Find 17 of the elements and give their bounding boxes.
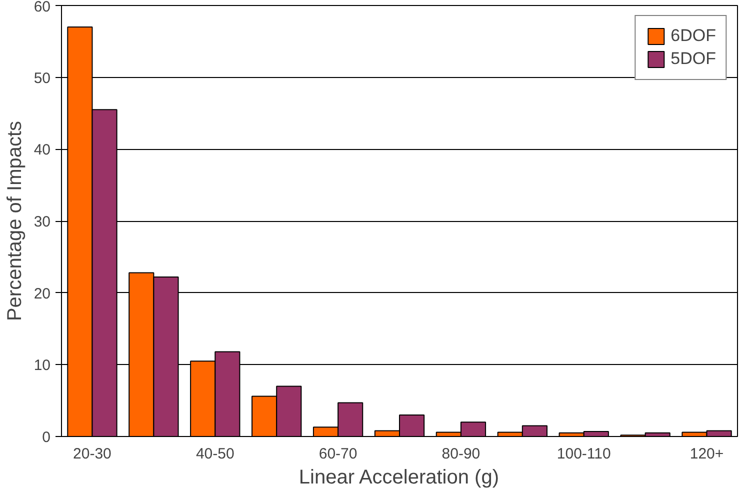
x-tick-label: 20-30 <box>73 446 112 462</box>
x-tick-label: 120+ <box>690 446 724 462</box>
legend-label: 5DOF <box>670 49 716 69</box>
legend-label: 6DOF <box>670 26 716 46</box>
x-tick-label: 60-70 <box>318 446 358 462</box>
x-tick-label: 100-110 <box>556 446 611 462</box>
y-tick-label: 50 <box>34 70 51 87</box>
y-tick-label: 0 <box>42 429 50 446</box>
y-tick-label: 60 <box>34 0 51 16</box>
y-tick-label: 10 <box>34 357 51 374</box>
y-tick-label: 40 <box>34 142 51 159</box>
y-tick-label: 30 <box>34 214 51 230</box>
x-tick-label: 40-50 <box>196 446 234 462</box>
x-tick-label: 80-90 <box>442 446 480 462</box>
y-tick-label: 20 <box>34 285 51 302</box>
x-axis-title: Linear Acceleration (g) <box>298 466 500 488</box>
y-axis-title: Percentage of Impacts <box>4 120 26 322</box>
